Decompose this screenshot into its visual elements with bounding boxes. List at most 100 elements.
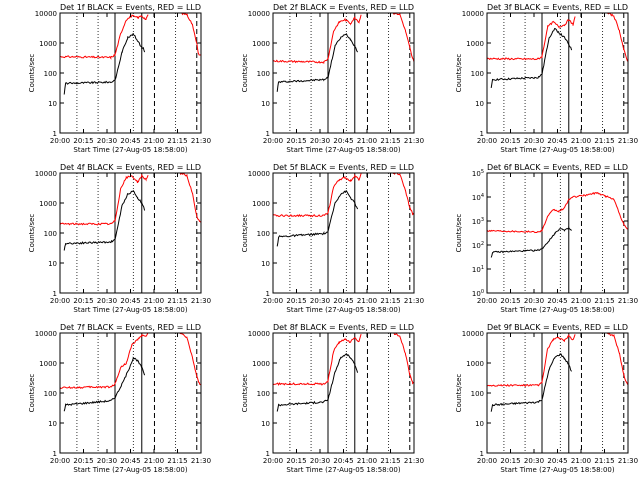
plot-frame — [59, 12, 202, 134]
y-tick-label: 100 — [471, 70, 484, 78]
x-tick-label: 20:15 — [73, 137, 93, 145]
events-line — [490, 353, 573, 412]
x-tick-label: 20:15 — [500, 137, 520, 145]
x-tick-label: 21:30 — [191, 137, 211, 145]
y-tick-label: 10000 — [248, 10, 270, 18]
x-tick-label: 21:00 — [144, 297, 164, 305]
x-tick-label: 21:30 — [191, 457, 211, 465]
lld-line — [273, 173, 414, 218]
y-tick-label: 10000 — [35, 330, 57, 338]
x-tick-label: 21:15 — [594, 457, 614, 465]
y-tick-label: 1 — [480, 130, 484, 138]
plot-frame — [272, 12, 415, 134]
x-tick-label: 20:30 — [97, 297, 117, 305]
x-tick-label: 21:30 — [404, 297, 424, 305]
chart-title: Det 3f BLACK = Events, RED = LLD — [487, 3, 628, 12]
x-tick-label: 20:45 — [333, 297, 353, 305]
y-axis-label: Counts/sec — [455, 214, 463, 253]
y-tick-label: 10 — [48, 260, 57, 268]
y-tick-label: 100 — [44, 230, 57, 238]
y-tick-label: 10 — [261, 420, 270, 428]
x-tick-label: 21:00 — [357, 297, 377, 305]
lld-line — [487, 191, 628, 234]
data-series — [487, 191, 628, 258]
x-tick-label: 21:15 — [167, 137, 187, 145]
lld-line — [487, 13, 628, 62]
data-series — [273, 13, 414, 92]
x-tick-label: 20:30 — [310, 297, 330, 305]
x-tick-label: 21:15 — [594, 137, 614, 145]
marker-lines — [503, 173, 625, 293]
x-tick-label: 20:45 — [333, 137, 353, 145]
x-tick-label: 21:30 — [618, 457, 638, 465]
y-tick-label: 10 — [48, 420, 57, 428]
data-series — [60, 173, 201, 251]
x-axis-label: Start Time (27-Aug-05 18:58:00) — [73, 466, 187, 474]
lld-line — [60, 13, 201, 60]
data-series — [273, 173, 414, 247]
y-tick-label: 1000 — [252, 40, 270, 48]
x-axis-label: Start Time (27-Aug-05 18:58:00) — [500, 466, 614, 474]
plot-frame — [59, 332, 202, 454]
x-tick-label: 21:15 — [380, 297, 400, 305]
y-axis-label: Counts/sec — [241, 54, 249, 93]
marker-lines — [76, 13, 198, 133]
marker-lines — [289, 173, 411, 293]
lld-line — [273, 333, 414, 386]
y-tick-label: 10 — [475, 100, 484, 108]
x-tick-label: 20:45 — [547, 457, 567, 465]
plot-frame — [59, 172, 202, 294]
lld-line — [60, 333, 201, 389]
y-tick-label: 101 — [472, 265, 484, 274]
events-line — [490, 226, 572, 258]
y-tick-label: 10 — [261, 260, 270, 268]
x-tick-label: 20:00 — [263, 297, 283, 305]
x-tick-label: 20:30 — [310, 137, 330, 145]
x-tick-label: 21:00 — [571, 297, 591, 305]
y-axis-label: Counts/sec — [455, 374, 463, 413]
y-axis-label: Counts/sec — [455, 54, 463, 93]
x-tick-label: 20:45 — [120, 457, 140, 465]
y-tick-label: 100 — [257, 230, 270, 238]
chart-title: Det 7f BLACK = Events, RED = LLD — [60, 323, 201, 332]
x-tick-label: 20:30 — [97, 457, 117, 465]
x-axis-label: Start Time (27-Aug-05 18:58:00) — [73, 146, 187, 154]
data-series — [60, 333, 201, 412]
x-tick-label: 20:30 — [524, 457, 544, 465]
y-axis-label: Counts/sec — [241, 214, 249, 253]
chart-title: Det 5f BLACK = Events, RED = LLD — [273, 163, 414, 172]
y-tick-label: 1 — [53, 290, 57, 298]
x-tick-label: 20:00 — [477, 457, 497, 465]
x-tick-label: 21:30 — [618, 137, 638, 145]
events-line — [276, 353, 359, 412]
x-tick-label: 21:30 — [191, 297, 211, 305]
y-tick-label: 1000 — [39, 360, 57, 368]
x-tick-label: 20:30 — [310, 457, 330, 465]
events-line — [63, 33, 146, 95]
x-tick-label: 20:00 — [263, 457, 283, 465]
x-axis-label: Start Time (27-Aug-05 18:58:00) — [500, 146, 614, 154]
plot-frame — [486, 332, 629, 454]
data-series — [273, 333, 414, 412]
x-tick-label: 20:15 — [73, 457, 93, 465]
y-tick-label: 100 — [257, 390, 270, 398]
marker-lines — [289, 13, 411, 133]
y-axis-label: Counts/sec — [28, 54, 36, 93]
x-tick-label: 21:00 — [571, 457, 591, 465]
lld-line — [487, 333, 628, 387]
chart-title: Det 2f BLACK = Events, RED = LLD — [273, 3, 414, 12]
x-tick-label: 20:00 — [50, 457, 70, 465]
x-tick-label: 20:45 — [547, 137, 567, 145]
data-series — [487, 333, 628, 412]
events-line — [276, 190, 359, 247]
x-tick-label: 21:15 — [167, 457, 187, 465]
data-series — [60, 13, 201, 95]
y-tick-label: 1000 — [39, 40, 57, 48]
y-axis-label: Counts/sec — [28, 374, 36, 413]
y-tick-label: 100 — [44, 390, 57, 398]
x-tick-label: 20:15 — [500, 457, 520, 465]
